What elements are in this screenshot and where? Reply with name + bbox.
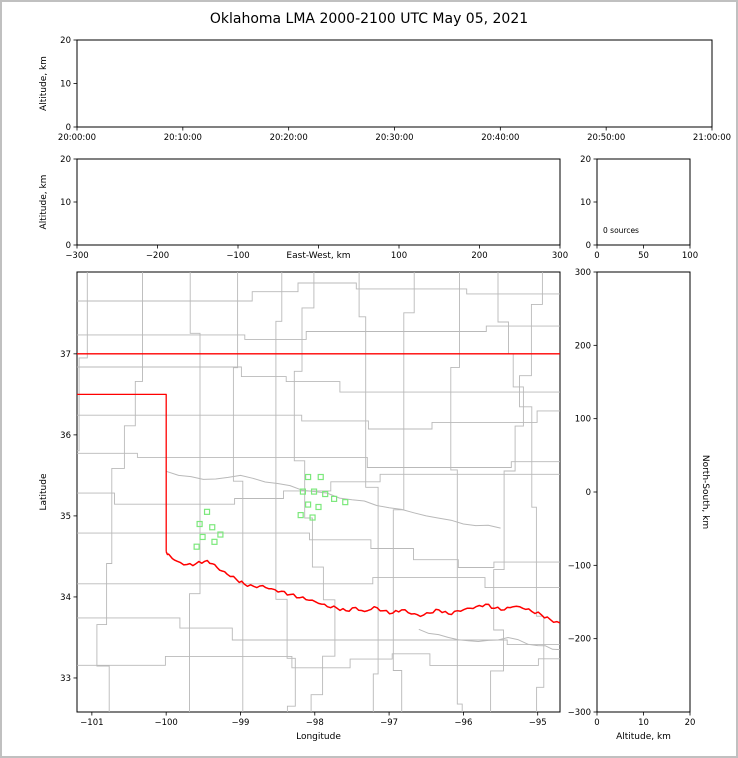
lma-station-marker bbox=[196, 520, 203, 528]
tick-label: 20 bbox=[60, 36, 71, 46]
tick-label: 10 bbox=[638, 718, 649, 728]
tick-label: 20 bbox=[685, 718, 696, 728]
ew-panel-xlabel: East-West, km bbox=[286, 251, 350, 261]
tick-label: 20:10:00 bbox=[164, 133, 202, 143]
lma-station-marker bbox=[310, 488, 318, 495]
tick-label: 20 bbox=[60, 155, 71, 165]
lma-station-marker bbox=[209, 524, 216, 531]
lma-station-marker bbox=[322, 490, 329, 498]
tick-label: 37 bbox=[60, 350, 71, 360]
tick-label: −100 bbox=[568, 561, 591, 571]
tick-label: −200 bbox=[146, 251, 169, 261]
tick-label: 20:20:00 bbox=[270, 133, 308, 143]
tick-label: 35 bbox=[60, 512, 71, 522]
tick-label: 36 bbox=[60, 431, 71, 441]
tick-label: 100 bbox=[575, 415, 591, 425]
lma-station-marker bbox=[331, 495, 338, 502]
tick-label: 0 bbox=[594, 251, 599, 261]
lma-station-marker bbox=[342, 499, 349, 506]
tick-label: 100 bbox=[682, 251, 698, 261]
tick-label: −97 bbox=[380, 718, 398, 728]
lma-station-marker bbox=[309, 514, 316, 521]
tick-label: 20:30:00 bbox=[375, 133, 413, 143]
lma-stations bbox=[193, 473, 349, 550]
tick-label: −96 bbox=[454, 718, 472, 728]
map-panel-border bbox=[76, 271, 561, 713]
tick-label: 0 bbox=[594, 718, 599, 728]
county-boundaries bbox=[77, 272, 560, 712]
tick-label: −100 bbox=[154, 718, 177, 728]
tick-label: −300 bbox=[568, 708, 591, 718]
tick-label: 200 bbox=[575, 341, 591, 351]
lma-station-marker bbox=[193, 543, 200, 550]
tick-label: 21:00:00 bbox=[693, 133, 731, 143]
tick-label: 20:00:00 bbox=[58, 133, 96, 143]
tick-label: 300 bbox=[575, 268, 591, 278]
ns_height-panel-border bbox=[596, 271, 691, 713]
tick-label: 0 bbox=[586, 488, 591, 498]
lma-station-marker bbox=[211, 538, 218, 545]
tick-label: 200 bbox=[471, 251, 487, 261]
time-panel-ylabel: Altitude, km bbox=[39, 56, 49, 111]
tick-label: 300 bbox=[552, 251, 568, 261]
lma-station-marker bbox=[203, 508, 211, 515]
map-xlabel: Longitude bbox=[296, 732, 341, 742]
tick-label: 20:40:00 bbox=[481, 133, 519, 143]
lma-station-marker bbox=[317, 473, 324, 481]
state-border-lines bbox=[77, 353, 560, 624]
tick-label: 100 bbox=[391, 251, 407, 261]
red-river-border bbox=[165, 551, 560, 624]
lma-station-marker bbox=[304, 473, 312, 481]
lma-station-marker bbox=[299, 488, 306, 495]
tick-label: −101 bbox=[80, 718, 103, 728]
tick-label: −99 bbox=[232, 718, 250, 728]
tick-label: 20 bbox=[580, 155, 591, 165]
lma-station-marker bbox=[199, 533, 206, 541]
map-ylabel: Latitude bbox=[39, 473, 49, 511]
ns-panel-ylabel: North-South, km bbox=[700, 455, 710, 529]
ew-panel-ylabel: Altitude, km bbox=[39, 175, 49, 230]
tick-label: 50 bbox=[638, 251, 649, 261]
tick-label: −95 bbox=[529, 718, 547, 728]
tick-label: 10 bbox=[60, 80, 71, 90]
tick-label: 10 bbox=[580, 198, 591, 208]
lma-station-marker bbox=[297, 511, 304, 519]
tick-label: −98 bbox=[306, 718, 324, 728]
river-lines-gray bbox=[166, 470, 560, 651]
lma-station-marker bbox=[304, 501, 312, 508]
tick-label: 34 bbox=[60, 593, 71, 603]
lma-station-marker bbox=[217, 531, 224, 538]
lma-station-marker bbox=[315, 503, 322, 511]
ns-panel-xlabel: Altitude, km bbox=[616, 732, 671, 742]
tick-label: 0 bbox=[586, 241, 591, 251]
time_height-panel-border bbox=[76, 39, 713, 128]
tick-label: −100 bbox=[226, 251, 249, 261]
figure-title: Oklahoma LMA 2000-2100 UTC May 05, 2021 bbox=[209, 11, 529, 27]
tick-label: 0 bbox=[66, 123, 71, 133]
tick-label: 0 bbox=[66, 241, 71, 251]
sources-count-annotation: 0 sources bbox=[603, 226, 639, 235]
tick-label: 33 bbox=[60, 674, 71, 684]
ew_height-panel-border bbox=[76, 158, 561, 246]
tick-label: 20:50:00 bbox=[587, 133, 625, 143]
tick-label: 10 bbox=[60, 198, 71, 208]
tick-label: −200 bbox=[568, 635, 591, 645]
tick-label: −300 bbox=[65, 251, 88, 261]
